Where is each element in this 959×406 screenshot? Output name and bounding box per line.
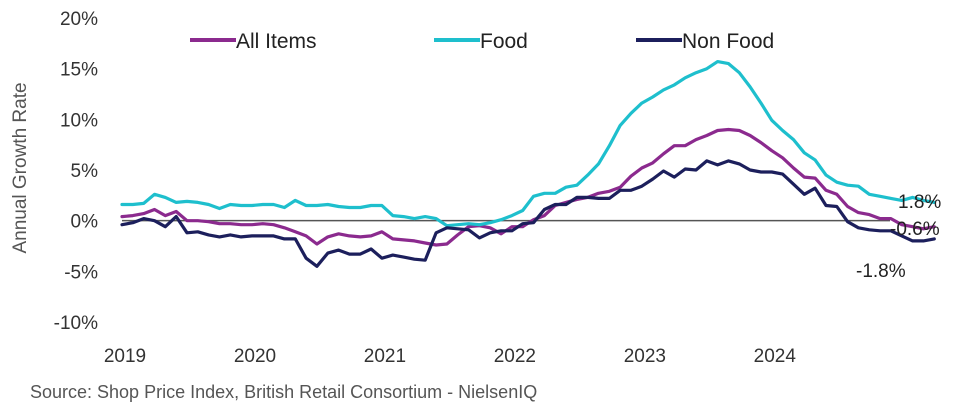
series-lines [120,59,936,268]
y-tick-label: 10% [60,110,98,131]
y-tick-label: 5% [71,161,99,182]
y-tick-label: -5% [64,262,98,283]
y-tick-label: 15% [60,60,98,81]
x-axis-ticks: 2019 2020 2021 2022 2023 2024 [104,346,797,367]
x-tick-label: 2019 [104,346,146,367]
x-tick-label: 2022 [494,346,536,367]
x-tick-label: 2024 [754,346,797,367]
y-axis-label: Annual Growth Rate [10,82,31,253]
end-value-label: 1.8% [898,192,941,213]
x-tick-label: 2020 [234,346,276,367]
x-tick-label: 2021 [364,346,406,367]
legend-label: All Items [236,30,317,53]
series-line-food [120,59,936,228]
y-tick-label: -10% [54,313,98,334]
source-note: Source: Shop Price Index, British Retail… [30,382,537,402]
y-tick-label: 20% [60,9,98,30]
legend-label: Non Food [682,30,774,53]
x-tick-label: 2023 [624,346,666,367]
legend-label: Food [480,30,528,53]
end-value-label: -0.6% [890,219,940,240]
end-labels: -0.6% 1.8% -1.8% [856,192,941,282]
y-tick-label: 0% [71,212,99,233]
end-value-label: -1.8% [856,261,906,282]
legend: All Items Food Non Food [190,30,774,53]
series-line-all-items [120,127,936,247]
y-axis-ticks: 20% 15% 10% 5% 0% -5% -10% [54,9,98,334]
series-line-non-food [120,159,936,268]
